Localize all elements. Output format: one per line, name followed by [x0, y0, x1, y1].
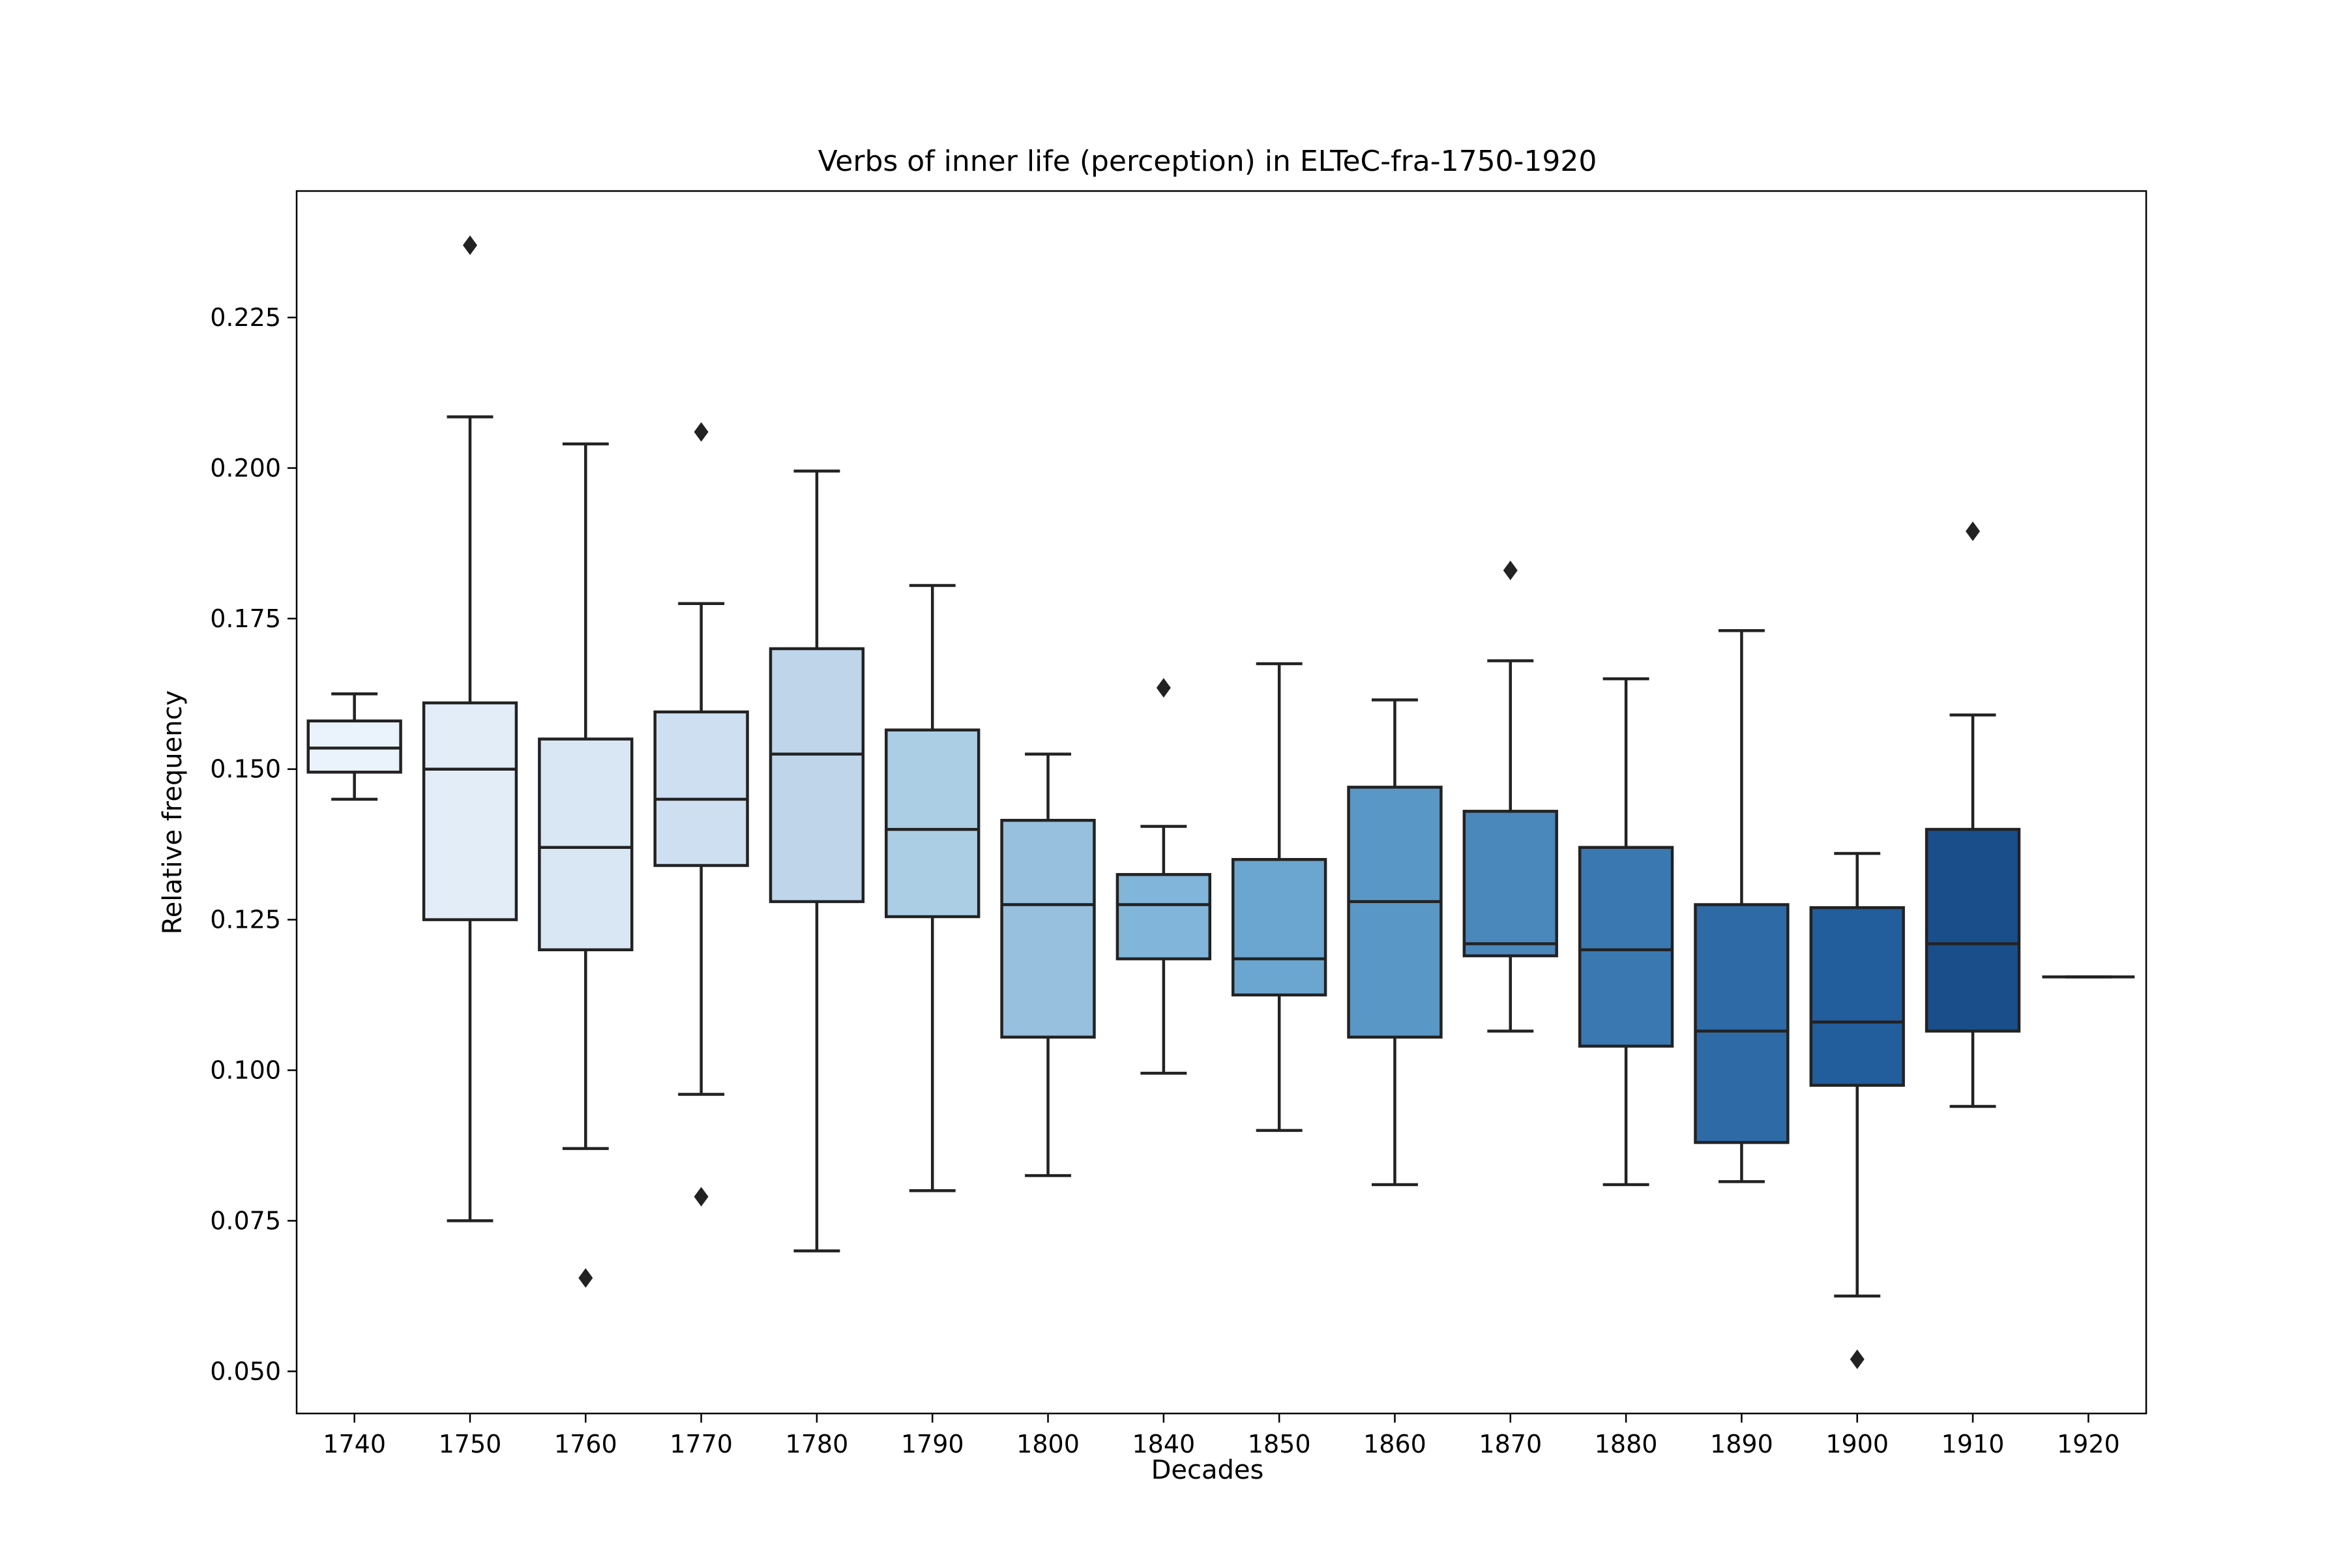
x-tick-label: 1790	[901, 1430, 964, 1458]
y-tick-label: 0.225	[210, 303, 281, 332]
plot-area	[306, 235, 2135, 1369]
box-1770	[653, 422, 749, 1207]
box-body	[1231, 857, 1327, 997]
outlier-marker	[694, 422, 709, 442]
outlier-marker	[1966, 521, 1981, 541]
x-tick-label: 1800	[1016, 1430, 1080, 1458]
box-body	[306, 719, 402, 774]
outlier-marker	[1850, 1349, 1865, 1369]
x-tick-label: 1760	[554, 1430, 617, 1458]
y-tick-label: 0.075	[210, 1206, 281, 1235]
plot-frame	[295, 190, 2148, 1415]
box-1840	[1115, 678, 1212, 1075]
box-body	[1347, 786, 1443, 1039]
y-axis: 0.050 0.075 0.100 0.125 0.150 0.175 0.200 0.225	[210, 303, 297, 1385]
box-1760	[538, 442, 634, 1288]
box-1860	[1347, 698, 1443, 1187]
box-body	[422, 701, 518, 921]
box-body	[538, 737, 634, 952]
y-tick-label: 0.150	[210, 755, 281, 784]
x-tick-label: 1780	[786, 1430, 849, 1458]
box-1740	[306, 692, 402, 801]
y-tick-label: 0.125	[210, 906, 281, 934]
box-1790	[885, 584, 981, 1192]
box-body	[769, 647, 865, 904]
y-axis-label: Relative frequency	[158, 690, 188, 935]
x-tick-label: 1750	[439, 1430, 502, 1458]
box-body	[1115, 873, 1212, 960]
outlier-marker	[578, 1268, 593, 1288]
y-tick-label: 0.100	[210, 1056, 281, 1085]
box-1780	[769, 469, 865, 1252]
outlier-marker	[1156, 678, 1171, 698]
box-body	[1462, 810, 1558, 958]
chart-title: Verbs of inner life (perception) in ELTe…	[818, 145, 1597, 178]
box-body	[1694, 903, 1790, 1144]
x-tick-label: 1840	[1132, 1430, 1195, 1458]
box-body	[885, 728, 981, 919]
y-tick-label: 0.050	[210, 1357, 281, 1385]
x-tick-label: 1900	[1825, 1430, 1889, 1458]
box-1800	[1000, 752, 1096, 1177]
box-body	[653, 710, 749, 867]
box-1870	[1462, 560, 1558, 1033]
x-tick-label: 1890	[1710, 1430, 1773, 1458]
x-tick-label: 1870	[1479, 1430, 1542, 1458]
y-tick-label: 0.175	[210, 604, 281, 633]
x-tick-label: 1740	[323, 1430, 386, 1458]
x-tick-label: 1880	[1595, 1430, 1658, 1458]
box-1890	[1694, 629, 1790, 1183]
x-tick-label: 1920	[2057, 1430, 2120, 1458]
outlier-marker	[462, 235, 477, 256]
outlier-marker	[694, 1187, 709, 1207]
x-tick-label: 1910	[1941, 1430, 2005, 1458]
x-tick-label: 1770	[670, 1430, 733, 1458]
x-axis-label: Decades	[1151, 1455, 1264, 1485]
box-1900	[1809, 851, 1905, 1369]
box-body	[1925, 827, 2021, 1033]
x-tick-label: 1850	[1248, 1430, 1311, 1458]
box-body	[1000, 818, 1096, 1039]
box-body	[1809, 906, 1905, 1087]
box-1910	[1925, 521, 2021, 1108]
y-tick-label: 0.200	[210, 454, 281, 482]
box-1880	[1578, 677, 1674, 1187]
x-axis: 1740 1750 1760 1770 1780 1790 1800 1840 1850 1860…	[323, 1413, 2120, 1458]
outlier-marker	[1503, 560, 1518, 580]
x-tick-label: 1860	[1363, 1430, 1426, 1458]
box-1850	[1231, 662, 1327, 1132]
box-body	[1578, 846, 1674, 1048]
box-1750	[422, 235, 518, 1222]
